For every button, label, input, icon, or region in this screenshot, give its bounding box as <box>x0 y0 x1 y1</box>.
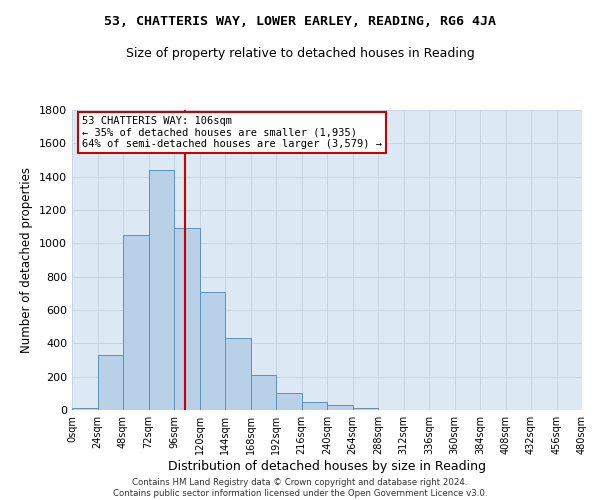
Bar <box>353 408 378 410</box>
Text: 53 CHATTERIS WAY: 106sqm
← 35% of detached houses are smaller (1,935)
64% of sem: 53 CHATTERIS WAY: 106sqm ← 35% of detach… <box>82 116 382 149</box>
Bar <box>123 235 149 410</box>
Bar <box>149 170 174 410</box>
Bar <box>276 394 302 410</box>
Bar <box>302 402 327 410</box>
Bar <box>72 408 97 410</box>
Bar <box>327 405 353 410</box>
Text: Contains HM Land Registry data © Crown copyright and database right 2024.
Contai: Contains HM Land Registry data © Crown c… <box>113 478 487 498</box>
Bar <box>199 292 225 410</box>
Bar <box>174 228 199 410</box>
X-axis label: Distribution of detached houses by size in Reading: Distribution of detached houses by size … <box>168 460 486 472</box>
Bar <box>97 355 123 410</box>
Bar <box>225 338 251 410</box>
Text: 53, CHATTERIS WAY, LOWER EARLEY, READING, RG6 4JA: 53, CHATTERIS WAY, LOWER EARLEY, READING… <box>104 15 496 28</box>
Bar <box>251 375 276 410</box>
Text: Size of property relative to detached houses in Reading: Size of property relative to detached ho… <box>125 48 475 60</box>
Y-axis label: Number of detached properties: Number of detached properties <box>20 167 34 353</box>
